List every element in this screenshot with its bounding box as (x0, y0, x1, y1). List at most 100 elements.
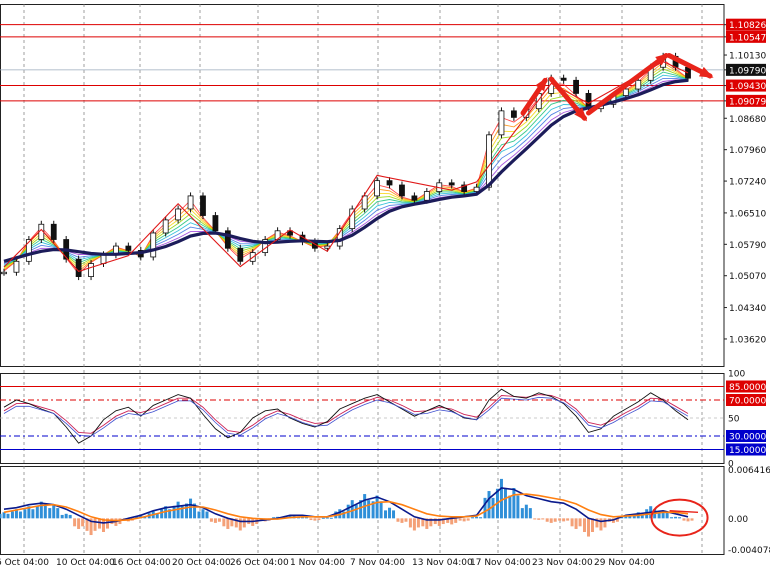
histogram-bar (396, 518, 400, 522)
histogram-bar (549, 518, 553, 523)
price-tick-label: 1.03620 (729, 335, 766, 345)
current-price-badge (726, 63, 766, 76)
histogram-bar (135, 516, 139, 519)
annotation-arrow-down-2-head (699, 66, 714, 78)
price-tick-label: 1.09079 (729, 97, 766, 107)
histogram-bar (209, 518, 213, 522)
annotation-arrow-up-1-head (535, 77, 548, 92)
oscillator-level-badge (726, 430, 766, 442)
histogram-bar (205, 511, 209, 519)
candle (374, 180, 380, 197)
histogram-bar (371, 501, 375, 519)
oscillator-fast-line (3, 388, 689, 444)
histogram-bar (375, 495, 379, 519)
histogram-bar (574, 518, 578, 529)
price-tick-label: 1.05790 (729, 241, 766, 251)
histogram-bar (27, 506, 31, 519)
histogram-bar (690, 518, 694, 521)
histogram-bar (304, 517, 308, 519)
histogram-bar (678, 517, 682, 519)
histogram-bar (599, 518, 603, 531)
histogram-bar (105, 518, 109, 529)
histogram-bar (553, 518, 557, 522)
candle (287, 230, 293, 236)
histogram-bar (97, 518, 101, 529)
time-label: 13 Nov 04:00 (412, 558, 473, 568)
moving-average-line (3, 78, 689, 263)
oscillator-slow-line (3, 394, 689, 434)
candle (336, 228, 343, 247)
histogram-bar (342, 511, 346, 519)
histogram-bar (93, 518, 97, 531)
histogram-bar (661, 510, 665, 519)
histogram-bar (503, 488, 507, 519)
annotation-circle (650, 498, 709, 537)
histogram-bar (81, 518, 85, 527)
signal-line (3, 487, 689, 524)
histogram-bar (317, 518, 321, 521)
panel-frames (0, 4, 725, 555)
histogram-bar (425, 518, 429, 529)
histogram-bar (508, 495, 512, 519)
time-label: 23 Nov 04:00 (532, 558, 593, 568)
price-tick-label: 1.09430 (729, 82, 766, 92)
time-label: 29 Nov 04:00 (594, 558, 655, 568)
candle (473, 186, 480, 192)
candle (386, 180, 393, 186)
price-tick-label: 1.07240 (729, 178, 766, 188)
histogram-bar (388, 507, 392, 519)
histogram-bar (421, 518, 425, 527)
histogram-bar (520, 508, 524, 519)
histogram-bar (682, 518, 686, 521)
histogram-bar (471, 517, 475, 519)
histogram-bar (238, 518, 242, 531)
histogram-bar (242, 518, 246, 528)
annotation-arrow-up-2 (586, 52, 669, 116)
candle (25, 239, 32, 262)
histogram-bar (665, 512, 669, 519)
histogram-bar (545, 518, 549, 522)
histogram-bar (222, 518, 226, 527)
histogram-bar (77, 518, 81, 529)
histogram-bar (412, 518, 416, 531)
time-label: 6 Oct 04:00 (0, 558, 49, 568)
histogram-bar (359, 500, 363, 519)
candle (162, 219, 169, 234)
histogram-bar (499, 478, 503, 519)
candle (1, 271, 7, 275)
price-tick-label: 1.10547 (729, 33, 766, 43)
histogram-bar (155, 513, 159, 519)
histogram-bar (450, 518, 454, 525)
price-tick-label: 1.06510 (729, 209, 766, 219)
price-tick-label: 1.09790 (729, 66, 766, 76)
level-price-badge (726, 18, 766, 31)
histogram-bar (23, 509, 27, 519)
histogram-bar (541, 518, 545, 520)
histogram-bar (458, 518, 462, 521)
candle (411, 195, 418, 201)
histogram-bar (354, 504, 358, 519)
candle (88, 263, 94, 277)
histogram-bar (640, 513, 644, 519)
oscillator-level-badge (726, 394, 766, 406)
annotation-pointer (669, 510, 699, 513)
histogram-bar (384, 510, 388, 519)
time-label: 16 Oct 04:00 (112, 558, 171, 568)
candle (125, 245, 132, 251)
ma-ribbon-line (3, 62, 689, 272)
price-tick-label: 1.07960 (729, 146, 766, 156)
oscillator-companion-line (3, 396, 689, 437)
zigzag-line (3, 60, 689, 273)
oscillator-tick-label: 0 (728, 460, 734, 470)
histogram-tick-label: 0.0064163 (728, 466, 770, 476)
ma-ribbon-line (3, 58, 689, 275)
level-price-badge (726, 30, 766, 43)
histogram-bar (197, 511, 201, 519)
candle (187, 195, 194, 210)
histogram-bar (533, 518, 537, 520)
histogram-bar (487, 491, 491, 519)
price-tick-label: 1.10826 (729, 21, 766, 31)
panel-frame (0, 373, 725, 464)
histogram-bar (562, 518, 566, 522)
